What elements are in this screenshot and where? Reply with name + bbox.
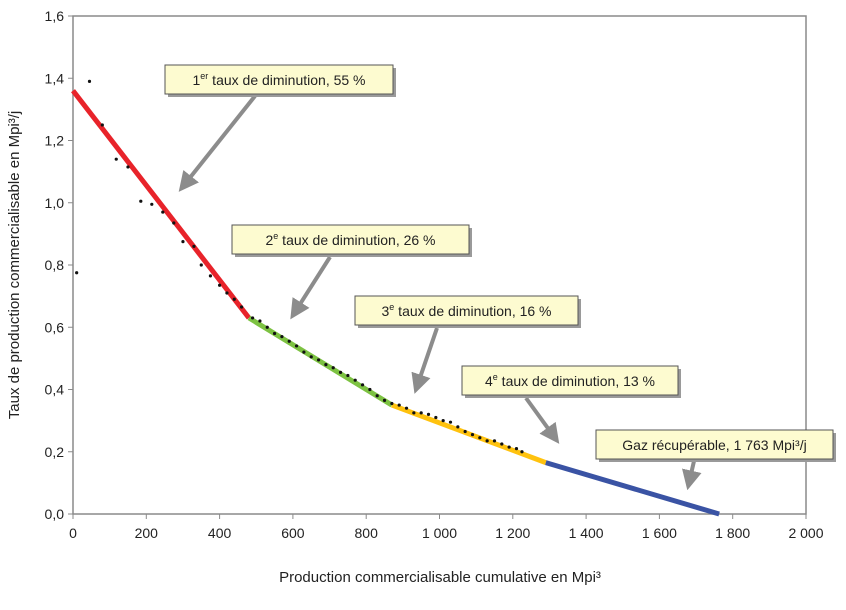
annotation-arrow bbox=[682, 460, 702, 491]
data-point bbox=[478, 436, 482, 440]
data-point bbox=[470, 433, 475, 437]
data-point bbox=[258, 319, 262, 323]
data-point bbox=[426, 412, 431, 416]
annotation-label: 4e taux de diminution, 13 % bbox=[485, 372, 655, 389]
x-tick-label: 2 000 bbox=[788, 525, 823, 541]
data-point bbox=[390, 401, 394, 406]
annotation-box bbox=[164, 64, 394, 95]
data-point bbox=[272, 331, 277, 336]
data-point bbox=[404, 406, 409, 410]
x-tick-label: 1 400 bbox=[569, 525, 604, 541]
y-tick-label: 0,8 bbox=[45, 257, 65, 273]
data-point bbox=[208, 274, 213, 278]
data-point bbox=[309, 355, 313, 359]
x-tick-label: 600 bbox=[281, 525, 305, 541]
data-point bbox=[448, 420, 453, 424]
annotation-arrow bbox=[178, 94, 257, 192]
data-point bbox=[218, 283, 222, 287]
annotation-arrow bbox=[290, 255, 332, 320]
y-tick-label: 0,0 bbox=[45, 506, 65, 522]
x-tick-label: 800 bbox=[355, 525, 379, 541]
data-point bbox=[232, 297, 236, 301]
annotation-box bbox=[354, 295, 579, 326]
y-tick-label: 1,6 bbox=[45, 8, 65, 24]
x-tick-label: 400 bbox=[208, 525, 232, 541]
data-point bbox=[287, 339, 291, 343]
y-tick-label: 1,0 bbox=[45, 195, 65, 211]
data-point bbox=[368, 387, 372, 392]
y-tick-label: 0,6 bbox=[45, 319, 65, 335]
data-point bbox=[324, 363, 328, 367]
data-point bbox=[514, 447, 519, 451]
data-point bbox=[412, 411, 416, 415]
data-point bbox=[302, 350, 306, 354]
data-point bbox=[87, 79, 92, 83]
x-axis-label: Production commercialisable cumulative e… bbox=[279, 569, 601, 586]
data-point bbox=[331, 366, 335, 370]
data-point bbox=[463, 429, 467, 434]
data-point bbox=[161, 210, 165, 214]
decline-segment-1 bbox=[71, 89, 251, 320]
data-point bbox=[139, 199, 143, 203]
annotation-arrow bbox=[524, 396, 560, 444]
x-tick-label: 1 800 bbox=[715, 525, 750, 541]
data-point bbox=[100, 123, 104, 127]
x-tick-label: 1 200 bbox=[495, 525, 530, 541]
data-point bbox=[225, 291, 229, 295]
x-tick-label: 1 600 bbox=[642, 525, 677, 541]
data-point bbox=[346, 373, 350, 378]
data-point bbox=[192, 244, 196, 248]
data-point bbox=[181, 240, 185, 244]
annotation-box bbox=[461, 365, 679, 396]
data-point bbox=[294, 344, 299, 348]
data-point bbox=[375, 394, 379, 398]
decline-segment-4 bbox=[545, 460, 720, 517]
data-point bbox=[316, 358, 321, 362]
data-point bbox=[382, 398, 387, 402]
data-point bbox=[114, 157, 118, 161]
data-point bbox=[239, 305, 244, 309]
annotation-label: 1er taux de diminution, 55 % bbox=[192, 71, 365, 88]
data-point bbox=[419, 411, 423, 415]
data-point bbox=[441, 419, 445, 423]
data-point bbox=[520, 450, 524, 454]
data-point bbox=[75, 271, 79, 275]
decline-segment-3 bbox=[390, 402, 547, 465]
data-point bbox=[492, 439, 497, 443]
data-point bbox=[150, 202, 154, 206]
data-point bbox=[338, 370, 343, 374]
decline-segment-2 bbox=[247, 315, 394, 408]
data-point bbox=[434, 415, 438, 420]
y-tick-label: 1,4 bbox=[45, 70, 65, 86]
annotation-label: 2e taux de diminution, 26 % bbox=[265, 231, 435, 248]
y-tick-label: 0,4 bbox=[45, 382, 65, 398]
data-point bbox=[280, 334, 284, 339]
annotation-arrow bbox=[411, 327, 439, 394]
y-axis-label: Taux de production commercialisable en M… bbox=[6, 111, 23, 419]
data-point bbox=[172, 221, 176, 225]
y-tick-label: 0,2 bbox=[45, 444, 65, 460]
data-point bbox=[353, 378, 357, 382]
data-point bbox=[456, 425, 460, 429]
annotation-label: 3e taux de diminution, 16 % bbox=[381, 302, 551, 319]
annotation-label: Gaz récupérable, 1 763 Mpi³/j bbox=[622, 437, 806, 453]
data-point bbox=[199, 263, 203, 267]
annotation-box bbox=[231, 224, 470, 255]
data-point bbox=[485, 439, 489, 443]
y-tick-label: 1,2 bbox=[45, 133, 65, 149]
data-point bbox=[507, 445, 511, 449]
x-tick-label: 200 bbox=[135, 525, 159, 541]
data-point bbox=[250, 316, 255, 320]
annotation-box bbox=[595, 429, 834, 460]
data-point bbox=[397, 403, 401, 407]
x-tick-label: 0 bbox=[69, 525, 77, 541]
x-tick-label: 1 000 bbox=[422, 525, 457, 541]
data-point bbox=[360, 383, 365, 387]
data-point bbox=[265, 325, 269, 329]
data-point bbox=[500, 442, 504, 446]
data-point bbox=[126, 165, 130, 169]
